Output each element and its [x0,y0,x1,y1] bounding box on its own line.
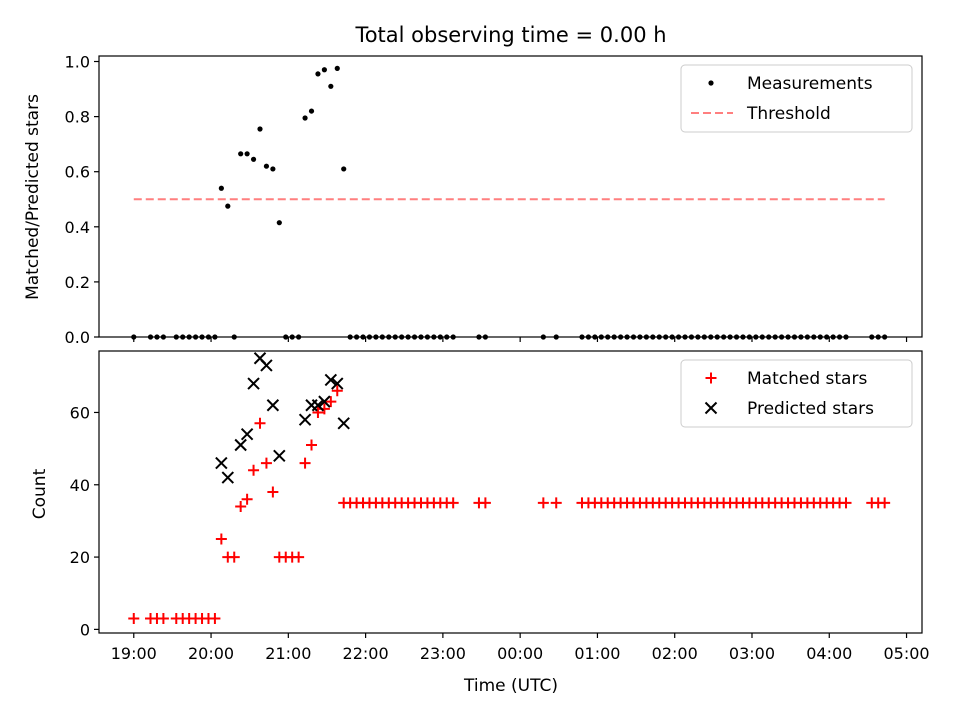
x-tick-label: 22:00 [343,644,389,663]
y-tick-label: 1.0 [65,53,90,72]
data-point [447,497,459,509]
data-point [267,486,279,498]
x-tick-label: 02:00 [652,644,698,663]
data-point [273,449,286,463]
data-point [334,65,340,71]
y-tick-label: 0.0 [65,328,90,347]
x-tick-label: 19:00 [111,644,157,663]
x-tick-label: 20:00 [188,644,234,663]
data-point [266,399,280,412]
x-tick-label: 05:00 [883,644,929,663]
x-tick-label: 03:00 [729,644,775,663]
data-point [254,417,266,429]
data-point [331,377,344,390]
data-point [215,456,228,470]
bottom-panel: 0 20 40 60 19:00 20:00 21:00 22:00 23:00 00:00 01:… [70,350,930,663]
y-tick-label: 0.8 [65,108,90,127]
data-point [318,395,331,408]
data-point [321,67,327,73]
legend-swatch [708,80,714,86]
data-point [324,373,338,387]
data-point [840,497,852,509]
data-point [209,613,221,625]
legend-box [680,359,913,428]
legend: Measurements Threshold [680,64,913,133]
x-axis-label: Time (UTC) [463,676,558,696]
y-tick-label: 0.2 [65,273,90,292]
x-tick-label: 01:00 [574,644,620,663]
data-point [250,156,257,162]
data-point [341,166,347,172]
y-tick-label: 0 [80,620,90,639]
data-point [293,551,305,563]
data-point [298,413,312,426]
legend-swatch [705,372,717,384]
y-tick-label: 0.6 [65,163,90,182]
data-point [325,396,337,408]
data-point [240,427,254,441]
bottom-y-axis-label: Count [30,468,50,519]
data-point [331,385,343,397]
top-y-axis-label: Matched/Predicted stars [23,94,43,300]
axes-frame [98,55,923,338]
data-point [234,438,247,452]
data-point [157,613,169,625]
data-point [537,497,549,509]
data-point [218,185,224,191]
data-point [263,163,270,169]
top-panel: 0.0 0.2 0.4 0.6 0.8 1.0 Measurements Threshold [65,53,923,347]
axes-frame [98,350,923,634]
data-point [225,203,231,209]
data-point [247,377,260,390]
data-point [238,151,244,157]
data-point [550,497,562,509]
data-point [221,471,235,484]
y-tick-label: 40 [70,476,90,495]
series-predicted-stars [215,352,350,484]
x-tick-label: 00:00 [497,644,543,663]
data-point [308,108,315,114]
y-tick-label: 0.4 [65,218,90,237]
data-point [306,439,318,451]
data-point [248,464,260,476]
data-point [270,166,276,172]
x-tick-label: 21:00 [265,644,311,663]
y-tick-label: 60 [70,403,90,422]
data-point [276,220,282,226]
data-point [302,115,308,121]
data-point [479,497,491,509]
legend-swatch [704,401,718,415]
data-point [228,551,240,563]
data-point [315,71,321,77]
data-point [328,83,334,89]
data-point [337,417,350,430]
data-point [235,500,247,512]
data-point [312,406,324,418]
data-point [244,151,250,157]
data-point [311,399,325,412]
x-tick-label: 23:00 [420,644,466,663]
legend: Matched stars Predicted stars [680,359,913,428]
data-point [299,457,311,469]
data-point [260,359,273,372]
data-point [257,126,263,132]
data-point [128,613,140,625]
chart-title: Total observing time = 0.00 h [354,23,666,47]
data-point [241,493,253,505]
legend-label: Measurements [747,74,873,94]
data-point [260,457,272,469]
legend-label: Threshold [746,104,831,124]
legend-label: Matched stars [747,369,867,389]
data-point [215,533,227,545]
x-tick-label: 04:00 [806,644,852,663]
series-matched-stars [128,385,891,625]
y-tick-label: 20 [70,548,90,567]
legend-label: Predicted stars [747,399,874,419]
legend-box [680,64,913,133]
data-point [879,497,891,509]
